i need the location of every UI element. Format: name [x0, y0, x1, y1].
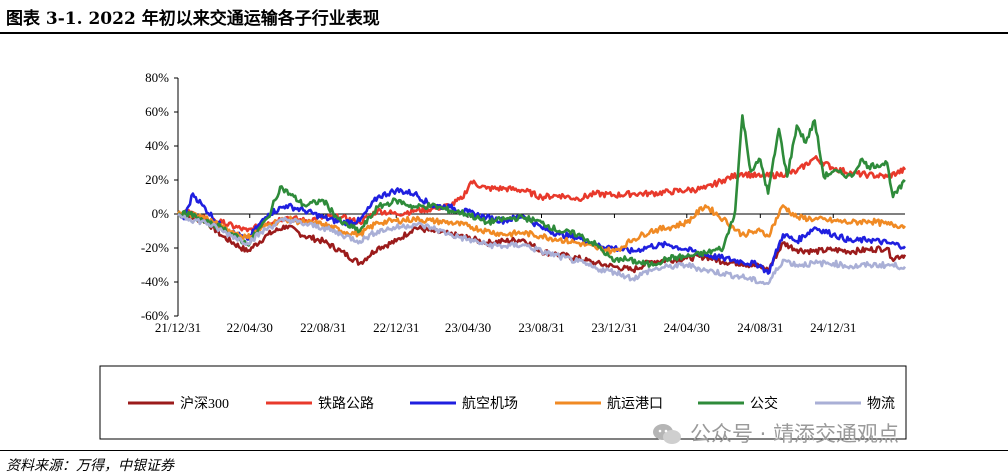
x-tick-label: 24/12/31 [810, 320, 856, 335]
legend-label: 物流 [867, 396, 895, 412]
series-line-公交 [177, 114, 906, 268]
chart-axes: 80% 60% 40% 20% 0% -20% -40% -60%21/12/31 22/04/… [141, 70, 905, 335]
x-tick-label: 24/04/30 [664, 320, 710, 335]
x-tick-label: 22/08/31 [300, 320, 346, 335]
series-line-物流 [177, 212, 907, 286]
x-tick-label: 22/04/30 [227, 320, 273, 335]
source-rule [0, 450, 1008, 451]
y-tick-label: -40% [141, 274, 169, 289]
legend-label: 铁路公路 [318, 396, 374, 412]
legend-label: 航运港口 [607, 396, 663, 412]
figure-title: 图表 3-1. 2022 年初以来交通运输各子行业表现 [6, 9, 380, 29]
y-tick-label: 80% [145, 70, 169, 85]
series-lines [176, 114, 907, 286]
x-tick-label: 23/12/31 [591, 320, 637, 335]
y-tick-label: -20% [141, 240, 169, 255]
source-note: 资料来源：万得，中银证券 [6, 458, 174, 474]
x-tick-label: 24/08/31 [737, 320, 783, 335]
watermark: 公众号 · 靖添交通观点 [652, 418, 899, 448]
legend-label: 公交 [750, 395, 778, 412]
x-tick-label: 23/04/30 [445, 320, 491, 335]
wechat-icon [653, 424, 681, 444]
legend-box [99, 365, 907, 440]
y-tick-label: 0% [152, 206, 170, 221]
legend: 沪深300 铁路公路 航空机场 航运港口 公交 物流 [128, 395, 895, 412]
title-rule [0, 32, 1008, 34]
legend-label: 航空机场 [462, 396, 518, 412]
x-tick-label: 23/08/31 [518, 320, 564, 335]
series-line-航运港口 [176, 204, 907, 255]
y-tick-label: 60% [145, 104, 169, 119]
x-tick-label: 22/12/31 [373, 320, 419, 335]
legend-label: 沪深300 [180, 396, 229, 412]
y-tick-label: -60% [141, 308, 169, 323]
series-line-航空机场 [177, 187, 907, 275]
y-tick-label: 20% [145, 172, 169, 187]
x-tick-label: 21/12/31 [155, 320, 201, 335]
y-tick-label: 40% [145, 138, 169, 153]
watermark-text: 公众号 · 靖添交通观点 [690, 422, 900, 446]
